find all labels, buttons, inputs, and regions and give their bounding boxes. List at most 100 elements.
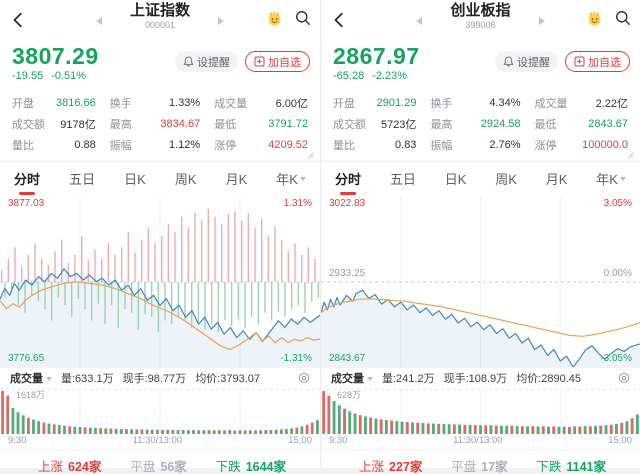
- time-label-close: 15:00: [608, 435, 632, 446]
- time-label-close: 15:00: [288, 435, 312, 446]
- stat-value: 1.33%: [168, 96, 201, 109]
- breadth-bar: 上涨 227家 平盘 17家 下跌 1141家: [321, 449, 640, 474]
- back-icon[interactable]: [10, 11, 28, 29]
- chart-low-label: 2843.67: [329, 353, 366, 364]
- stat-value: 100000.0: [582, 138, 628, 151]
- stat-value: 0.88: [74, 138, 96, 151]
- price-change-pct: -2.23%: [372, 70, 408, 83]
- resize-handle-icon[interactable]: [306, 151, 314, 159]
- volume-header: 成交量 量:241.2万 现手:108.9万 均价:2890.45: [321, 367, 640, 388]
- bell-icon: [503, 56, 514, 67]
- stat-label: 成交额: [333, 118, 366, 131]
- tab-year-k[interactable]: 年K: [276, 169, 306, 188]
- stat-value: 5723亿: [380, 118, 417, 131]
- stat-cell: 最低 2843.67: [535, 113, 628, 134]
- unchanged: 平盘 56家: [130, 459, 187, 474]
- stat-value: 3834.67: [160, 117, 201, 130]
- stat-label: 量比: [12, 139, 34, 152]
- chart-low-label: 3776.65: [8, 353, 45, 364]
- intraday-plot[interactable]: [321, 197, 640, 367]
- volume-plot[interactable]: [321, 388, 640, 434]
- time-label-open: 9:30: [329, 435, 348, 446]
- tab-five-day[interactable]: 五日: [69, 171, 96, 187]
- tab-minute[interactable]: 分时: [335, 169, 361, 188]
- resize-handle-icon[interactable]: [626, 151, 634, 159]
- prev-index-icon[interactable]: [95, 16, 102, 25]
- chart-high-pct: 1.31%: [283, 198, 312, 209]
- set-alert-button[interactable]: 设提醒: [495, 51, 558, 72]
- stat-value: 2.22亿: [595, 97, 628, 110]
- tab-week-k[interactable]: 周K: [495, 171, 517, 187]
- volume-indicator-label[interactable]: 成交量: [331, 370, 373, 386]
- tab-day-k[interactable]: 日K: [124, 171, 146, 187]
- tab-year-k[interactable]: 年K: [596, 169, 626, 188]
- plus-box-icon: [254, 56, 265, 67]
- chart-high-label: 3877.03: [8, 198, 45, 209]
- search-icon[interactable]: [294, 9, 312, 27]
- decliners: 下跌 1141家: [536, 459, 606, 474]
- stat-cell: 振幅 2.76%: [430, 134, 520, 155]
- right-index-panel: 创业板指 399006: [320, 0, 640, 474]
- index-title: 上证指数: [129, 2, 190, 19]
- stat-cell: 最高 3834.67: [110, 113, 200, 134]
- stat-cell: 成交额 9178亿: [12, 113, 96, 134]
- volume-chart: 628万: [321, 388, 640, 434]
- tab-week-k[interactable]: 周K: [174, 171, 197, 187]
- tab-month-k[interactable]: 月K: [225, 171, 248, 187]
- last-price: 3807.29: [12, 43, 99, 69]
- intraday-chart: 3022.83 3.05% 2933.25 0.00% 2843.67 -3.0…: [321, 197, 640, 367]
- stat-value: 9178亿: [60, 118, 96, 131]
- intraday-plot[interactable]: [0, 197, 320, 367]
- price-section: 2867.97 -65.28 -2.23% 设提醒 加自选: [321, 40, 640, 88]
- stat-value: 1.12%: [168, 138, 201, 151]
- settings-icon[interactable]: [298, 372, 310, 384]
- volume-current: 现手:98.77万: [122, 373, 187, 385]
- stat-label: 最高: [109, 118, 132, 131]
- advancers: 上涨 227家: [359, 459, 423, 474]
- stat-value: 2924.58: [480, 117, 521, 130]
- mascot-icon[interactable]: [585, 8, 604, 27]
- stat-label: 开盘: [12, 97, 34, 110]
- chart-mid-pct: 0.00%: [603, 268, 632, 279]
- stat-cell: 换手 1.33%: [110, 92, 200, 113]
- add-watchlist-button[interactable]: 加自选: [245, 51, 310, 72]
- stat-cell: 开盘 3816.66: [12, 92, 96, 113]
- prev-index-icon[interactable]: [416, 16, 423, 25]
- settings-icon[interactable]: [618, 372, 630, 384]
- tab-five-day[interactable]: 五日: [389, 171, 416, 187]
- section-divider: [0, 160, 320, 163]
- tab-month-k[interactable]: 月K: [545, 171, 568, 187]
- stat-value: 0.83: [395, 138, 417, 151]
- stat-value: 4209.52: [268, 138, 308, 151]
- chart-low-pct: -1.31%: [280, 353, 312, 364]
- volume-plot[interactable]: [0, 388, 320, 434]
- next-index-icon[interactable]: [218, 16, 224, 25]
- index-code: 000001: [144, 19, 176, 30]
- volume-chart: 1618万: [0, 388, 320, 434]
- unchanged: 平盘 17家: [451, 459, 508, 474]
- volume-indicator-label[interactable]: 成交量: [10, 370, 52, 386]
- back-icon[interactable]: [331, 11, 349, 29]
- stat-cell: 振幅 1.12%: [110, 134, 200, 155]
- tab-day-k[interactable]: 日K: [444, 171, 467, 187]
- price-change: -19.55: [12, 70, 44, 83]
- volume-max-label: 1618万: [16, 390, 46, 400]
- add-watchlist-button[interactable]: 加自选: [565, 51, 630, 72]
- tab-bar: 分时 五日 日K 周K 月K 年K: [321, 163, 640, 193]
- intraday-chart: 3877.03 1.31% 3776.65 -1.31%: [0, 197, 320, 367]
- volume-total: 量:241.2万: [382, 373, 435, 385]
- chart-mid-label: 2933.25: [329, 268, 366, 279]
- next-index-icon[interactable]: [538, 16, 545, 25]
- tab-minute[interactable]: 分时: [14, 169, 40, 188]
- volume-current: 现手:108.9万: [443, 373, 508, 385]
- set-alert-button[interactable]: 设提醒: [175, 51, 238, 72]
- volume-avg-price: 均价:2890.45: [516, 373, 582, 385]
- volume-header: 成交量 量:633.1万 现手:98.77万 均价:3793.07: [0, 367, 320, 388]
- alert-label: 设提醒: [517, 56, 550, 69]
- mascot-icon[interactable]: [265, 8, 284, 27]
- index-switcher: 上证指数 000001: [0, 2, 320, 30]
- search-icon[interactable]: [614, 9, 632, 27]
- tab-bar: 分时 五日 日K 周K 月K 年K: [0, 163, 320, 193]
- stat-cell: 成交量 6.00亿: [214, 92, 308, 113]
- stat-cell: 换手 4.34%: [430, 92, 520, 113]
